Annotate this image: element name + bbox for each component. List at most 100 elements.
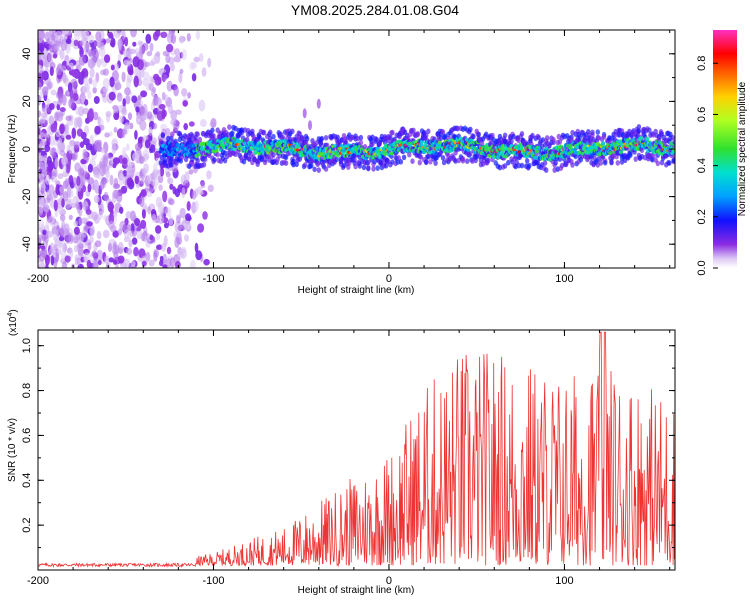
signal-cell	[595, 129, 600, 135]
noise-cell	[38, 206, 44, 215]
noise-cell	[73, 220, 79, 227]
noise-cell	[137, 94, 142, 100]
noise-cell	[107, 242, 113, 252]
noise-cell	[72, 92, 79, 102]
noise-cell	[150, 177, 156, 187]
signal-cell	[222, 157, 228, 164]
noise-cell	[98, 210, 103, 220]
noise-cell	[38, 65, 43, 74]
noise-cell	[142, 78, 150, 87]
noise-cell	[132, 152, 140, 162]
noise-cell	[117, 255, 125, 264]
snr-ylabel: SNR (10 * v/v)	[7, 418, 18, 482]
noise-cell	[65, 198, 72, 210]
signal-cell	[465, 158, 470, 164]
signal-cell	[418, 142, 424, 147]
signal-cell	[160, 132, 166, 139]
signal-cell	[460, 156, 466, 162]
signal-cell	[207, 152, 212, 159]
noise-cell	[124, 217, 129, 226]
noise-cell	[86, 259, 92, 268]
noise-cell	[170, 119, 177, 126]
signal-cell	[357, 163, 362, 169]
noise-cell	[178, 72, 183, 84]
noise-cell	[59, 186, 65, 193]
signal-cell	[628, 152, 633, 158]
signal-cell	[615, 160, 620, 166]
noise-cell	[61, 155, 68, 166]
noise-cell	[125, 95, 131, 105]
signal-cell	[519, 131, 525, 137]
noise-cell	[93, 96, 100, 104]
noise-cell	[108, 257, 115, 263]
y-tick-label: 40	[21, 48, 33, 60]
noise-cell	[153, 250, 158, 262]
signal-cell	[366, 159, 371, 166]
x-tick-label: 100	[555, 575, 573, 587]
signal-cell	[335, 134, 340, 141]
signal-cell	[305, 135, 310, 142]
noise-cell	[148, 186, 154, 192]
noise-cell	[74, 162, 81, 172]
noise-cell	[139, 196, 145, 208]
noise-cell	[207, 57, 212, 68]
noise-cell	[121, 71, 126, 83]
colorbar-tick-label: 0.6	[696, 107, 708, 122]
noise-cell	[38, 237, 42, 245]
x-tick-label: 100	[555, 273, 573, 285]
noise-cell	[157, 213, 165, 225]
noise-cell	[150, 144, 156, 153]
noise-cell	[38, 95, 42, 105]
noise-cell	[112, 189, 120, 199]
signal-cell	[651, 152, 656, 159]
noise-cell	[137, 40, 143, 46]
noise-cell	[133, 75, 139, 88]
snr-series-line	[38, 331, 675, 568]
noise-cell	[68, 62, 74, 68]
noise-cell	[187, 92, 192, 99]
signal-cell	[323, 166, 329, 172]
signal-cell	[516, 137, 521, 144]
signal-cell	[247, 156, 252, 162]
noise-cell	[174, 236, 180, 249]
noise-cell	[87, 183, 92, 193]
noise-cell	[112, 157, 120, 165]
noise-cell	[160, 31, 168, 38]
noise-cell	[198, 53, 204, 62]
noise-cell	[94, 240, 102, 248]
noise-cell	[86, 221, 93, 227]
noise-cell	[127, 166, 133, 176]
signal-cell	[419, 139, 425, 144]
noise-cell	[179, 248, 187, 260]
noise-cell	[113, 112, 120, 121]
noise-cell	[194, 242, 199, 253]
signal-cell	[476, 131, 481, 138]
noise-cell	[125, 143, 130, 151]
signal-cell	[261, 129, 267, 136]
noise-cell	[119, 115, 124, 124]
noise-cell	[93, 111, 99, 121]
noise-cell	[113, 177, 119, 188]
noise-cell	[104, 255, 110, 264]
signal-cell	[166, 135, 171, 142]
noise-cell	[200, 181, 206, 189]
noise-cell	[102, 156, 108, 168]
signal-cell	[486, 157, 491, 164]
spectrogram-heatmap	[38, 30, 675, 268]
signal-cell	[395, 159, 400, 165]
noise-cell	[151, 213, 157, 223]
x-tick-label: 0	[386, 273, 392, 285]
noise-cell	[117, 38, 123, 49]
noise-cell	[59, 224, 67, 237]
signal-cell	[361, 164, 367, 171]
noise-cell	[146, 50, 153, 57]
noise-cell	[174, 261, 181, 268]
noise-cell	[135, 47, 140, 57]
x-tick-label: -200	[27, 273, 49, 285]
noise-cell	[146, 111, 153, 120]
noise-cell	[124, 122, 132, 130]
y-tick-label: 0.8	[21, 383, 33, 398]
noise-cell	[92, 78, 98, 88]
signal-cell	[428, 159, 433, 165]
signal-cell	[241, 158, 247, 165]
